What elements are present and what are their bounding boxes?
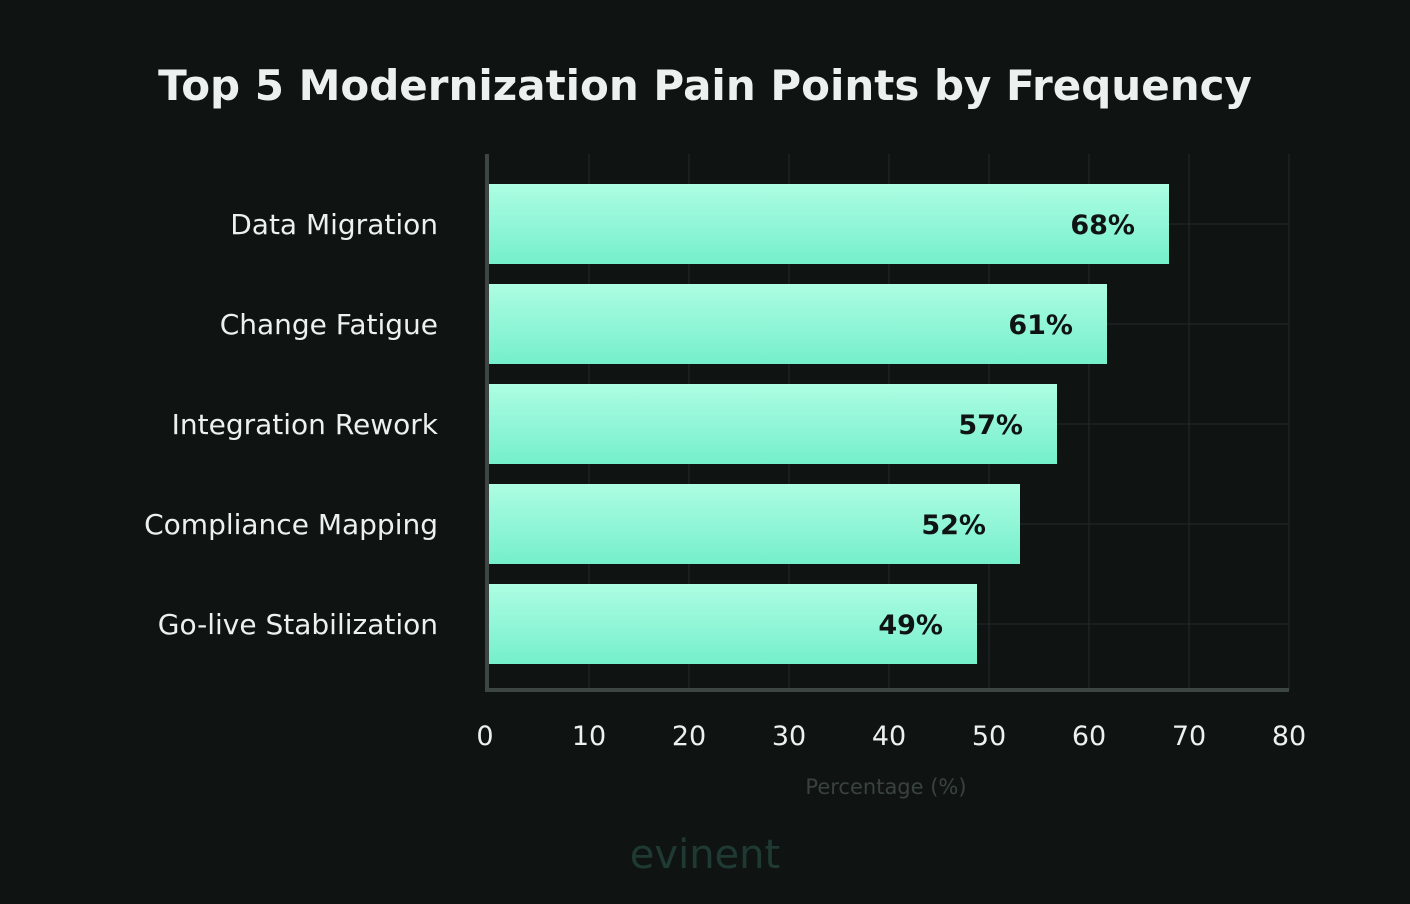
category-label: Compliance Mapping	[144, 508, 438, 541]
x-tick-label: 20	[672, 721, 706, 752]
x-tick-label: 0	[476, 721, 493, 752]
bar	[489, 384, 1057, 464]
category-label: Go-live Stabilization	[158, 608, 438, 641]
category-labels: Data Migration Change Fatigue Integration …	[144, 208, 439, 641]
category-label: Data Migration	[230, 208, 438, 241]
bar-value-label: 49%	[878, 610, 943, 641]
bar	[489, 184, 1169, 264]
x-tick-label: 60	[1072, 721, 1106, 752]
bar-value-label: 57%	[958, 410, 1023, 441]
bar	[489, 584, 977, 664]
bar-value-label: 52%	[921, 510, 986, 541]
x-tick-label: 10	[572, 721, 606, 752]
category-label: Integration Rework	[172, 408, 439, 441]
x-tick-label: 30	[772, 721, 806, 752]
bar	[489, 284, 1107, 364]
x-tick-label: 70	[1172, 721, 1206, 752]
axes	[485, 154, 1289, 692]
bars: 68% 61% 57% 52% 49%	[489, 184, 1169, 664]
bar-value-label: 68%	[1070, 210, 1135, 241]
brand-watermark: evinent	[630, 832, 780, 878]
bar	[489, 484, 1020, 564]
x-tick-label: 40	[872, 721, 906, 752]
chart-title: Top 5 Modernization Pain Points by Frequ…	[158, 61, 1252, 110]
x-tick-labels: 0 10 20 30 40 50 60 70 80	[476, 721, 1306, 752]
x-tick-label: 50	[972, 721, 1006, 752]
x-axis-title: Percentage (%)	[805, 775, 966, 799]
category-label: Change Fatigue	[220, 308, 438, 341]
x-tick-label: 80	[1272, 721, 1306, 752]
bar-value-label: 61%	[1008, 310, 1073, 341]
